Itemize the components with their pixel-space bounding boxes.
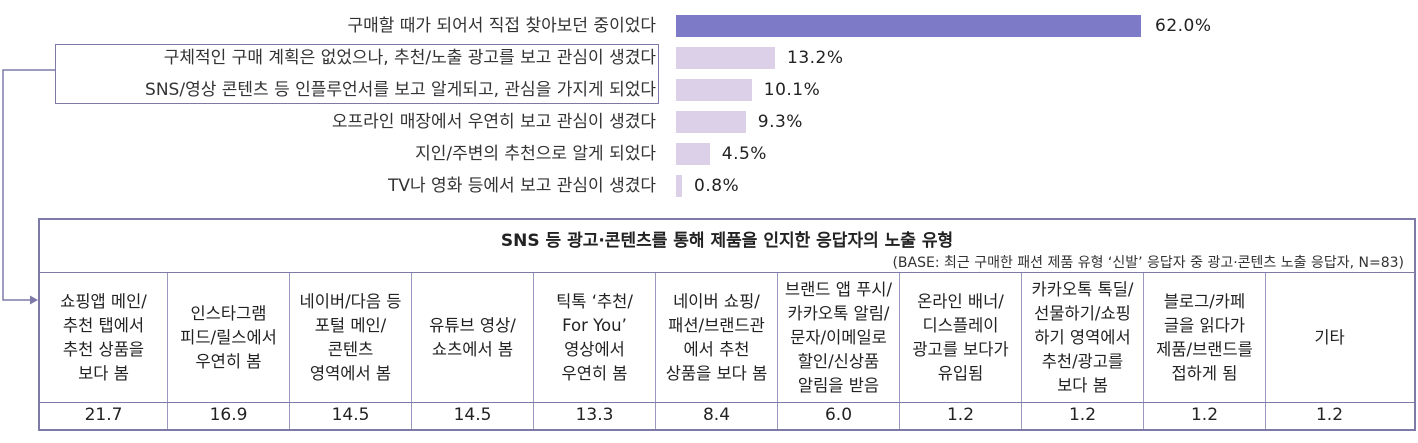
category-label: SNS/영상 콘텐츠 등 인플루언서를 보고 알게되고, 관심을 가지게 되었다: [145, 80, 656, 100]
value-label: 0.8%: [694, 176, 740, 196]
category-label: TV나 영화 등에서 보고 관심이 생겼다: [388, 176, 656, 196]
highlight-box: [55, 44, 659, 104]
column-value: 14.5: [411, 403, 533, 429]
column-header: 카카오톡 톡딜/ 선물하기/쇼핑 하기 영역에서 추천/광고를 보다 봄: [1021, 273, 1143, 402]
column-header: 틱톡 ‘추천/ For You’ 영상에서 우연히 봄: [533, 273, 655, 402]
column-header: 브랜드 앱 푸시/ 카카오톡 알림/ 문자/이메일로 할인/신상품 알림을 받음: [777, 273, 899, 402]
bar: [676, 15, 1141, 37]
column-value: 13.3: [533, 403, 655, 429]
column-value: 6.0: [777, 403, 899, 429]
value-label: 4.5%: [721, 144, 767, 164]
column-header: 온라인 배너/ 디스플레이 광고를 보다가 유입됨: [899, 273, 1021, 402]
column-value: 8.4: [655, 403, 777, 429]
column-header: 쇼핑앱 메인/ 추천 탭에서 추천 상품을 보다 봄: [60, 291, 147, 383]
column-header: 네이버 쇼핑/ 패션/브랜드관 에서 추천 상품을 보다 봄: [655, 273, 777, 402]
category-label: 오프라인 매장에서 우연히 보고 관심이 생겼다: [331, 112, 656, 132]
connector-arrow: [2, 69, 55, 305]
value-label: 13.2%: [787, 48, 844, 68]
value-label: 10.1%: [763, 80, 821, 100]
column-header: 기타: [1265, 273, 1393, 402]
column-value: 1.2: [1021, 403, 1143, 429]
category-label: 구매할 때가 되어서 직접 찾아보던 중이었다: [347, 16, 656, 36]
bar: [676, 111, 746, 133]
table-title: SNS 등 광고·콘텐츠를 통해 제품을 인지한 응답자의 노출 유형: [500, 231, 954, 251]
column-value: 1.2: [899, 403, 1021, 429]
column-header: 인스타그램 피드/릴스에서 우연히 봄: [167, 273, 289, 402]
bar: [676, 47, 775, 69]
column-value: 1.2: [1143, 403, 1265, 429]
bar-chart: 구매할 때가 되어서 직접 찾아보던 중이었다 62.0% 구체적인 구매 계획은 …: [0, 0, 1418, 210]
bar: [676, 175, 682, 197]
column-value: 14.5: [289, 403, 411, 429]
bar: [676, 79, 752, 101]
table-header-row: 쇼핑앱 메인/ 추천 탭에서 추천 상품을 보다 봄 인스타그램 피드/릴스에서 …: [40, 272, 1414, 402]
column-header: 유튜브 영상/ 쇼츠에서 봄: [411, 273, 533, 402]
bar: [676, 143, 710, 165]
exposure-table: SNS 등 광고·콘텐츠를 통해 제품을 인지한 응답자의 노출 유형 (BAS…: [38, 218, 1416, 431]
category-label: 구체적인 구매 계획은 없었으나, 추천/노출 광고를 보고 관심이 생겼다: [163, 48, 656, 68]
category-label: 지인/주변의 추천으로 알게 되었다: [415, 144, 656, 164]
column-header: 네이버/다음 등 포털 메인/ 콘텐츠 영역에서 봄: [289, 273, 411, 402]
column-header: 블로그/카페 글을 읽다가 제품/브랜드를 접하게 됨: [1143, 273, 1265, 402]
value-label: 62.0%: [1155, 16, 1212, 36]
column-value: 16.9: [167, 403, 289, 429]
column-value: 1.2: [1265, 403, 1393, 429]
column-value: 21.7: [84, 405, 123, 425]
value-label: 9.3%: [757, 112, 803, 132]
table-value-row: 21.7 16.9 14.5 14.5 13.3 8.4 6.0 1.2 1.2 1.2 1.2: [40, 402, 1414, 429]
table-base-note: (BASE: 최근 구매한 패션 제품 유형 ‘신발’ 응답자 중 광고·콘텐츠…: [892, 255, 1404, 271]
